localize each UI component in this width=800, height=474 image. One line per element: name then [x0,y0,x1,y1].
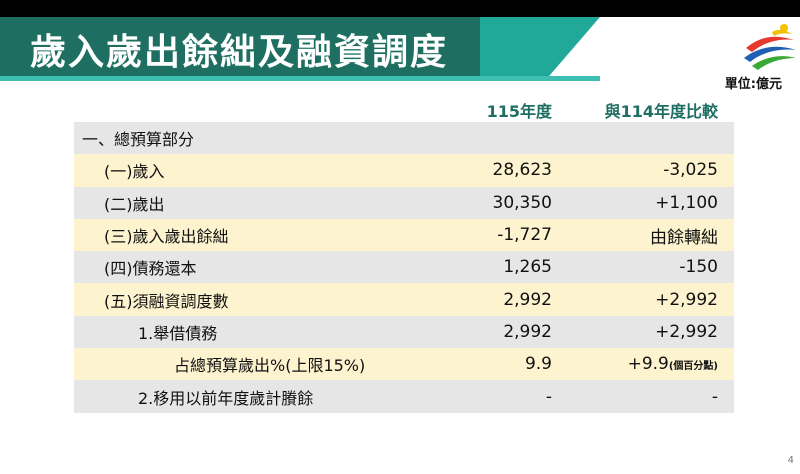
title-banner [0,17,545,81]
row-label: (一)歲入 [104,162,165,182]
row-value-115: 1,265 [503,257,552,278]
table-row: 占總預算歲出%(上限15%) 9.9 +9.9(個百分點) [74,348,734,381]
row-value-compare: -150 [679,257,718,277]
compare-value-note: (個百分點) [668,361,718,373]
row-value-compare: - [712,387,718,407]
budget-table: 一、總預算部分 (一)歲入 28,623 -3,025 (二)歲出 30,350 +1,10… [74,122,734,413]
row-label: (四)債務還本 [104,259,197,279]
row-value-115: 30,350 [492,192,552,213]
row-label: (二)歲出 [104,194,165,214]
row-value-115: 9.9 [524,354,552,375]
banner-accent-stripe [480,17,600,81]
compare-value-text: +2,992 [655,289,718,310]
banner-accent-line [0,76,600,81]
compare-value-text: -3,025 [663,160,718,181]
row-label: 1.舉借債務 [138,323,218,343]
page-number: 4 [787,455,794,466]
unit-label: 單位:億元 [724,77,782,92]
row-value-compare: +9.9(個百分點) [628,354,718,374]
table-row: (二)歲出 30,350 +1,100 [74,186,734,219]
table-row: (五)須融資調度數 2,992 +2,992 [74,283,734,316]
table-row: 1.舉借債務 2,992 +2,992 [74,315,734,349]
row-value-115: 2,992 [503,289,552,310]
top-black-bar [0,0,800,17]
compare-value-text: +9.9 [627,354,669,375]
table-row: (三)歲入歲出餘絀 -1,727 由餘轉絀 [74,218,734,252]
row-label: (三)歲入歲出餘絀 [104,227,229,247]
row-value-115: 2,992 [503,321,552,342]
compare-value-text: +1,100 [655,192,718,213]
row-value-115: - [545,386,552,407]
row-value-115: 28,623 [492,160,552,181]
row-label: 2.移用以前年度歲計賸餘 [138,388,314,408]
column-header-115: 115年度 [486,102,552,121]
compare-value-text: +2,992 [655,321,718,342]
compare-value-text: 由餘轉絀 [650,227,718,248]
page-title: 歲入歲出餘絀及融資調度 [30,32,449,73]
table-row: (四)債務還本 1,265 -150 [74,251,734,284]
row-label: 占總預算歲出%(上限15%) [174,356,366,376]
row-label: 一、總預算部分 [82,130,195,150]
row-value-compare: -3,025 [663,160,718,180]
row-label: (五)須融資調度數 [104,291,229,311]
compare-value-text: -150 [679,257,718,278]
row-value-115: -1,727 [497,225,552,246]
row-value-compare: 由餘轉絀 [650,223,718,248]
table-row: 一、總預算部分 [74,122,734,155]
table-row: 2.移用以前年度歲計賸餘 - - [74,380,734,413]
sports-logo-icon [744,24,796,70]
row-value-compare: +1,100 [655,193,718,213]
row-value-compare: +2,992 [655,322,718,342]
row-value-compare: +2,992 [655,290,718,310]
compare-value-text: - [711,386,718,407]
table-row: (一)歲入 28,623 -3,025 [74,154,734,187]
column-header-compare: 與114年度比較 [604,102,718,121]
